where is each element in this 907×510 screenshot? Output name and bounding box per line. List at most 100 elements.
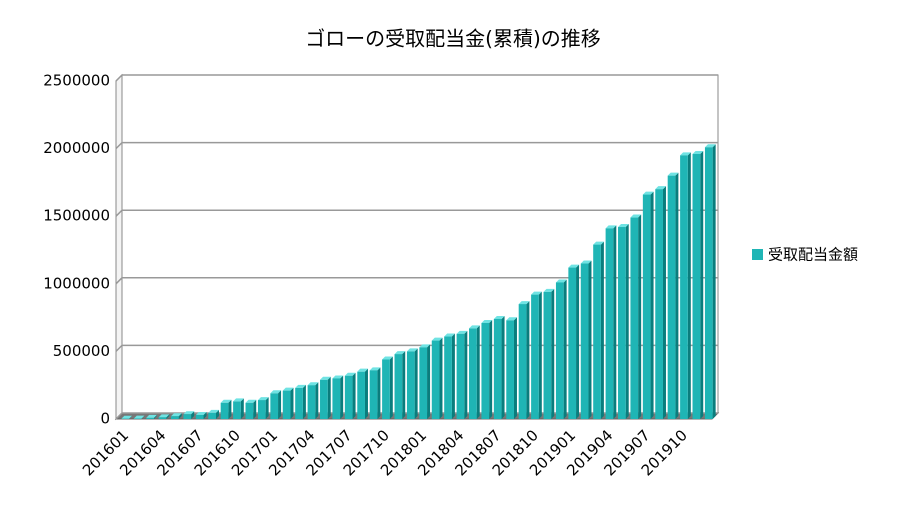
bar-top (642, 191, 654, 195)
bar-side (464, 330, 468, 419)
bar-side (451, 333, 455, 419)
bar-top (692, 151, 704, 155)
bar (146, 417, 154, 419)
y-tick-label: 500000 (53, 342, 110, 360)
bar-top (307, 382, 319, 386)
grid-line (115, 74, 718, 82)
bar-side (327, 376, 331, 419)
bar-side (253, 399, 257, 419)
bar (195, 414, 204, 419)
bar-side (650, 191, 654, 419)
bar-side (588, 260, 592, 419)
grid-line (115, 277, 718, 285)
grid-line (115, 141, 718, 150)
bar-side (675, 172, 679, 419)
bar (469, 328, 477, 419)
bar-top (469, 325, 480, 329)
bar (183, 414, 192, 419)
bar (171, 416, 179, 419)
bar-top (133, 415, 145, 419)
bar (580, 263, 589, 419)
bar (493, 318, 502, 419)
bar-top (282, 387, 294, 391)
bar (481, 323, 490, 419)
bar-top (605, 225, 617, 229)
bar (332, 378, 341, 419)
bar-top (518, 301, 530, 305)
bar (642, 194, 651, 419)
bar-top (543, 288, 555, 292)
bar (655, 189, 663, 419)
bar (233, 401, 241, 419)
bar-top (531, 291, 542, 295)
bar-top (208, 409, 219, 413)
bar (456, 333, 465, 419)
bar-side (364, 368, 368, 419)
bar (257, 400, 266, 419)
bar-side (662, 186, 666, 419)
bar-top (493, 315, 505, 319)
bar-top (419, 344, 431, 348)
bar (344, 375, 353, 419)
bar (444, 336, 452, 419)
bar-top (568, 264, 580, 268)
bar-side (427, 344, 431, 419)
bar-side (476, 325, 480, 419)
bar-top (667, 172, 679, 176)
bar (419, 347, 428, 419)
bar (593, 244, 601, 419)
bar-top (704, 144, 716, 148)
bar-top (593, 241, 604, 245)
bar-top (183, 411, 195, 415)
bar-side (600, 241, 604, 419)
bar (295, 387, 303, 419)
bar (208, 412, 216, 419)
bar-side (402, 351, 406, 419)
bar (382, 359, 390, 419)
bar-top (146, 414, 157, 418)
bar-side (278, 390, 282, 419)
bar-side (613, 225, 617, 419)
bar (431, 340, 440, 419)
bar (270, 393, 279, 419)
bar (531, 294, 539, 419)
bar (518, 304, 527, 419)
bar-top (481, 320, 493, 324)
side-wall (115, 73, 123, 421)
bar-side (700, 151, 704, 419)
bar-side (538, 291, 542, 419)
bar-side (551, 288, 555, 419)
bar-side (228, 399, 232, 419)
bar-top (456, 330, 468, 334)
bar-side (302, 384, 306, 419)
bar-side (576, 264, 580, 419)
bar-top (270, 390, 282, 394)
bar-top (618, 224, 629, 228)
bar-top (233, 398, 244, 402)
bar-side (712, 144, 716, 420)
bar (692, 154, 701, 419)
bar-side (513, 317, 517, 419)
bar (680, 155, 688, 420)
bar-side (687, 152, 691, 420)
bar-top (382, 356, 393, 360)
bar (394, 354, 403, 419)
bar-side (290, 387, 294, 419)
bar-top (555, 279, 567, 283)
bar-top (394, 351, 406, 355)
bar-top (121, 415, 133, 419)
bar-top (431, 337, 443, 341)
y-tick-label: 2500000 (43, 72, 110, 90)
bar-side (389, 356, 393, 419)
bar-top (295, 384, 306, 388)
bar (630, 217, 639, 419)
bar-top (245, 399, 257, 403)
legend-label: 受取配当金額 (768, 246, 858, 264)
bar-side (191, 411, 195, 419)
bar (307, 385, 316, 419)
bar (245, 402, 254, 419)
bar-top (655, 186, 666, 190)
bar-side (178, 413, 182, 419)
bar-top (506, 317, 517, 321)
bar-side (240, 398, 244, 419)
